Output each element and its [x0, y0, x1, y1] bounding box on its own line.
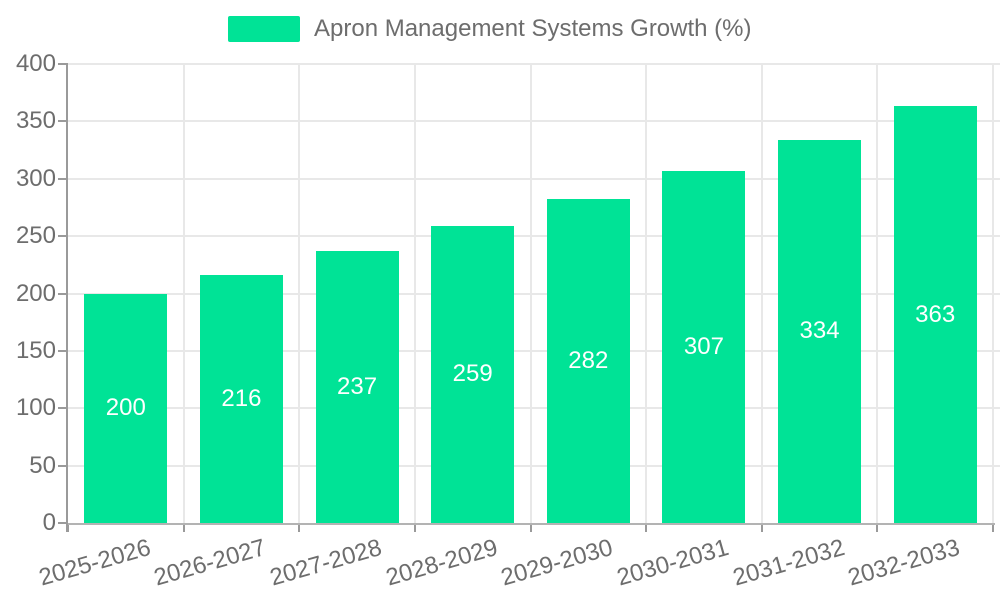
bar-value-label: 216: [221, 385, 262, 413]
gridline-vertical: [876, 64, 879, 523]
gridline-vertical: [182, 64, 185, 523]
y-axis-tick: [58, 522, 68, 524]
x-axis-tick: [298, 523, 301, 532]
gridline-vertical: [298, 64, 301, 523]
y-axis-tick: [58, 120, 68, 123]
y-axis-tick: [58, 407, 68, 410]
bar[interactable]: [893, 106, 977, 523]
y-axis-line: [66, 64, 68, 532]
y-axis-label: 350: [15, 107, 56, 135]
bar-value-label: 237: [337, 373, 378, 401]
bar[interactable]: [84, 293, 168, 523]
x-axis-tick: [182, 523, 185, 532]
y-axis-label: 250: [15, 222, 56, 250]
x-axis-tick: [413, 523, 416, 532]
bar[interactable]: [199, 275, 283, 523]
y-axis-tick: [58, 63, 68, 65]
y-axis-label: 100: [15, 394, 56, 422]
bar-value-label: 200: [105, 394, 146, 422]
bar[interactable]: [431, 225, 515, 523]
gridline-vertical: [760, 64, 763, 523]
bar-value-label: 282: [568, 347, 609, 375]
gridline-vertical: [992, 64, 994, 523]
x-axis-tick: [876, 523, 879, 532]
bar[interactable]: [778, 139, 862, 523]
bar-value-label: 363: [915, 300, 956, 328]
y-axis-label: 0: [42, 509, 56, 536]
x-axis-tick: [67, 523, 69, 532]
bar-value-label: 334: [799, 317, 840, 345]
gridline-horizontal: [68, 407, 1000, 410]
y-axis-label: 150: [15, 336, 56, 364]
legend-label: Apron Management Systems Growth (%): [314, 15, 752, 42]
x-axis-tick: [992, 523, 994, 532]
bar[interactable]: [546, 199, 630, 523]
y-axis-tick: [58, 292, 68, 295]
bar[interactable]: [315, 251, 399, 523]
gridline-horizontal: [68, 292, 1000, 295]
y-axis-label: 300: [15, 164, 56, 192]
y-axis-label: 200: [15, 279, 56, 307]
gridline-vertical: [645, 64, 648, 523]
gridline-vertical: [529, 64, 532, 523]
gridline-horizontal: [68, 177, 1000, 180]
y-axis-label: 400: [15, 50, 56, 77]
y-axis-tick: [58, 177, 68, 180]
x-axis-tick: [645, 523, 648, 532]
chart-legend[interactable]: Apron Management Systems Growth (%): [228, 16, 752, 42]
y-axis-tick: [58, 464, 68, 467]
y-axis-label: 50: [29, 451, 56, 479]
gridline-horizontal: [68, 349, 1000, 352]
x-axis-tick: [529, 523, 532, 532]
gridline-horizontal: [68, 120, 1000, 123]
x-axis-tick: [760, 523, 763, 532]
bar[interactable]: [662, 170, 746, 523]
y-axis-tick: [58, 349, 68, 352]
x-axis-line: [68, 523, 995, 525]
y-axis-tick: [58, 235, 68, 238]
gridline-horizontal: [68, 63, 1000, 65]
gridline-horizontal: [68, 464, 1000, 467]
gridline-vertical: [413, 64, 416, 523]
legend-swatch-icon: [228, 16, 300, 42]
bar-value-label: 307: [683, 332, 724, 360]
bar-value-label: 259: [452, 360, 493, 388]
gridline-horizontal: [68, 235, 1000, 238]
